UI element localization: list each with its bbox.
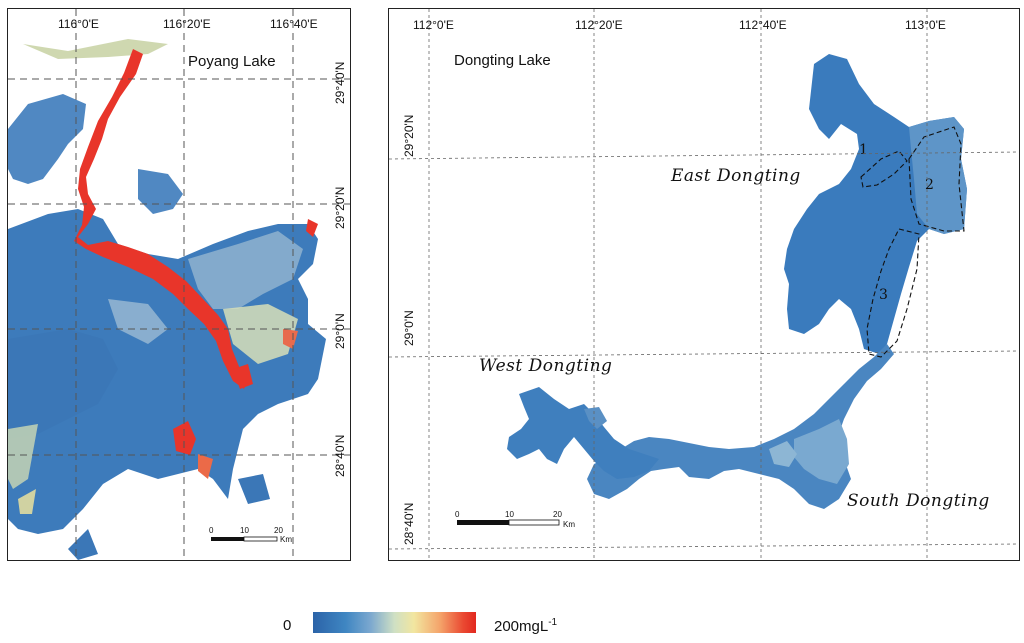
scalebar-tick-label: 10 [240,526,249,535]
poyang-map: 116°0'E 116°20'E 116°40'E 29°40'N 29°20'… [8,9,350,560]
poyang-map-panel: 116°0'E 116°20'E 116°40'E 29°40'N 29°20'… [7,8,351,561]
poyang-title: Poyang Lake [188,53,276,70]
scalebar-tick-label: 0 [455,510,460,519]
dongting-lon-label: 112°20'E [575,18,623,32]
zone-3-label: 3 [879,287,888,303]
west-dongting-label: West Dongting [479,356,612,376]
poyang-lat-label: 29°0'N [333,313,347,349]
zone-1-label: 1 [859,142,868,158]
poyang-graticule [8,9,350,560]
scalebar-unit: Km [563,520,575,529]
poyang-shallow-areas [8,39,303,514]
scalebar-tick-label: 20 [274,526,283,535]
scalebar-unit: Km [280,535,292,544]
legend-unit: mgL [519,618,549,635]
dongting-lon-label: 112°0'E [413,18,454,32]
zone-2-label: 2 [925,177,934,193]
poyang-scalebar: 0 10 20 Km [209,526,292,544]
dongting-graticule [389,9,1019,560]
scalebar-tick-label: 0 [209,526,214,535]
poyang-lon-label: 116°20'E [163,17,211,31]
dongting-title: Dongting Lake [454,52,551,69]
dongting-lon-label: 113°0'E [905,18,946,32]
dongting-lon-label: 112°40'E [739,18,787,32]
dongting-lat-label: 28°40'N [402,503,416,545]
poyang-lon-label: 116°40'E [270,17,318,31]
zone-3-outline [866,228,920,358]
poyang-lat-label: 28°40'N [333,435,347,477]
dongting-lat-label: 29°20'N [402,115,416,157]
dongting-study-zones: 1 2 3 [859,126,965,358]
dongting-lat-label: 29°0'N [402,310,416,346]
scalebar-tick-label: 10 [505,510,514,519]
poyang-lat-label: 29°40'N [333,62,347,104]
east-dongting-label: East Dongting [670,166,801,186]
poyang-lon-label: 116°0'E [58,17,99,31]
legend-unit-exponent: -1 [548,617,558,628]
poyang-high-concentration-channel [74,49,318,479]
dongting-lake-water [507,54,967,509]
legend-color-ramp [313,612,476,633]
poyang-lat-label: 29°20'N [333,187,347,229]
legend-min-label: 0 [283,617,292,634]
concentration-legend: 0 200mgL-1 [0,600,1024,640]
dongting-map-panel: 1 2 3 112°0'E 112°20'E 112°40'E 113°0'E … [388,8,1020,561]
dongting-scalebar: 0 10 20 Km [455,510,575,529]
legend-max-label: 200mgL-1 [494,617,557,635]
south-dongting-label: South Dongting [847,491,990,511]
legend-max-value: 200 [494,618,520,635]
dongting-map: 1 2 3 112°0'E 112°20'E 112°40'E 113°0'E … [389,9,1019,560]
zone-2-outline [908,126,965,232]
scalebar-tick-label: 20 [553,510,562,519]
zone-1-outline [860,150,908,188]
